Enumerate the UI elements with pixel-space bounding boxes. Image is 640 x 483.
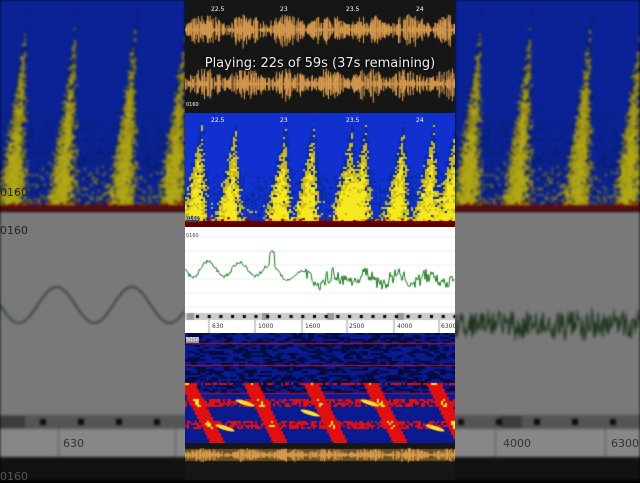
waveform-view[interactable] <box>185 0 455 113</box>
level-label: 0160 <box>186 216 199 222</box>
spectrogram-top[interactable] <box>185 113 455 227</box>
time-tick: 24 <box>416 6 424 13</box>
time-tick: 23 <box>280 117 288 124</box>
level-label: 0160 <box>186 102 199 108</box>
playback-status: Playing: 22s of 59s (37s remaining) <box>204 56 436 71</box>
time-tick: 22.5 <box>211 117 225 124</box>
time-tick: 24 <box>416 117 424 124</box>
freq-tick: 1000 <box>258 323 274 330</box>
bg-freq-tick: 4000 <box>503 437 531 450</box>
time-tick: 23.5 <box>346 6 360 13</box>
level-label: 5050 <box>186 337 199 343</box>
freq-tick: 2500 <box>349 323 365 330</box>
level-label: 0160 <box>186 233 199 239</box>
time-tick: 23.5 <box>346 117 360 124</box>
freq-tick: 4000 <box>397 323 413 330</box>
time-tick: 23 <box>280 6 288 13</box>
freq-tick: 630 <box>212 323 224 330</box>
bg-level-label: 0160 <box>0 186 28 199</box>
freq-tick: 6300 <box>441 323 457 330</box>
time-tick: 22.5 <box>211 6 225 13</box>
spectrogram-bottom[interactable] <box>185 333 455 443</box>
spectrum-plot[interactable] <box>185 227 455 333</box>
analyzer-panel: 22.5 23 23.5 24 0160 Playing: 22s of 59s… <box>185 0 457 480</box>
bg-level-label: 0160 <box>0 224 28 237</box>
bg-freq-tick: 630 <box>63 437 84 450</box>
freq-tick: 1600 <box>305 323 321 330</box>
waveform-overview[interactable] <box>185 443 455 480</box>
bg-level-label: 0160 <box>0 470 28 483</box>
bg-freq-tick: 6300 <box>611 437 639 450</box>
